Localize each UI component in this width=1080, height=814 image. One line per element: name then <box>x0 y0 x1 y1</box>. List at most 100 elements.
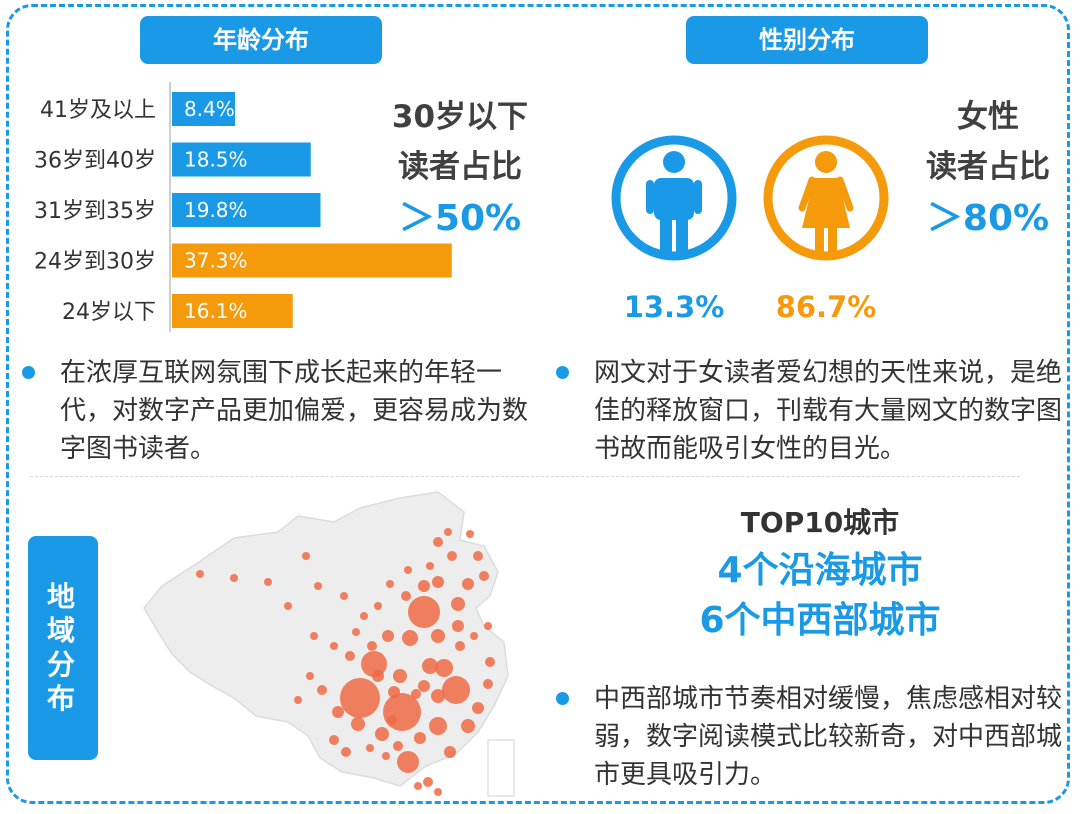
city-dot <box>302 552 310 560</box>
category-label: 24岁以下 <box>62 300 156 325</box>
map-inset <box>487 739 515 797</box>
city-dot <box>418 580 430 592</box>
category-label: 36岁到40岁 <box>34 149 156 174</box>
city-dot <box>423 777 433 787</box>
city-dot <box>431 689 445 703</box>
city-dot <box>372 670 384 682</box>
gender-callout: 女性 读者占比 ＞80% <box>912 92 1064 246</box>
city-dot <box>345 651 355 661</box>
top10-cities: TOP10城市 4个沿海城市 6个中西部城市 <box>670 500 970 646</box>
city-dot <box>317 685 327 695</box>
city-dot <box>366 744 374 752</box>
city-dot <box>479 571 489 581</box>
age-callout-line1: 30岁以下 <box>391 99 529 135</box>
city-dot <box>408 596 440 628</box>
city-dot <box>426 562 434 570</box>
section-divider <box>30 476 1020 477</box>
city-dot <box>435 659 453 677</box>
bar-value-label: 16.1% <box>184 299 248 323</box>
city-dot <box>483 679 493 689</box>
city-dot <box>382 630 394 642</box>
city-dot <box>404 566 412 574</box>
city-dot <box>433 537 443 547</box>
city-dot <box>374 602 382 610</box>
region-title-char: 域 <box>46 614 79 647</box>
city-dot <box>264 578 272 586</box>
map-landmass <box>143 491 509 787</box>
city-dot <box>382 752 390 760</box>
region-title-char: 地 <box>46 580 79 613</box>
city-dot <box>196 570 204 578</box>
city-dot <box>306 672 314 680</box>
region-note-text: 中西部城市节奏相对缓慢，焦虑感相对较弱，数字阅读模式比较新奇，对中西部城市更具吸… <box>594 684 1063 790</box>
bar-value-label: 19.8% <box>184 198 248 222</box>
city-dot <box>393 669 407 683</box>
city-dot <box>472 702 484 714</box>
age-callout-line2: 读者占比 <box>398 149 522 185</box>
city-dot <box>397 751 419 773</box>
gender-section-title: 性别分布 <box>686 16 928 64</box>
bullet-dot <box>22 366 35 379</box>
city-dot <box>284 602 292 610</box>
female-icon <box>763 135 889 261</box>
city-dot <box>429 717 447 735</box>
city-dot <box>484 622 492 630</box>
city-dot <box>485 657 495 667</box>
city-dot <box>414 732 426 744</box>
city-dot <box>444 746 456 758</box>
region-section-title: 地 域 分 布 <box>28 536 98 760</box>
city-dot <box>431 629 445 643</box>
city-dot <box>414 782 422 790</box>
category-label: 41岁及以上 <box>40 98 156 123</box>
city-dot <box>341 747 351 757</box>
city-dot <box>361 651 387 677</box>
bar-value-label: 37.3% <box>184 249 248 273</box>
city-dot <box>455 641 465 651</box>
age-bar <box>172 142 311 177</box>
city-dot <box>388 686 400 698</box>
city-dot <box>411 689 421 699</box>
gender-note-text: 网文对于女读者爱幻想的天性来说，是绝佳的释放窗口，刊载有大量网文的数字图书故而能… <box>594 358 1063 464</box>
city-dot <box>418 680 430 692</box>
city-dot <box>461 719 475 733</box>
city-dot <box>352 628 360 636</box>
age-section-title: 年龄分布 <box>140 16 382 64</box>
age-note: 在浓厚互联网氛围下成长起来的年轻一代，对数字产品更加偏爱，更容易成为数字图书读者… <box>22 354 532 468</box>
age-callout-value: ＞50% <box>398 198 522 239</box>
bar-value-label: 8.4% <box>184 97 235 121</box>
city-dot <box>447 551 457 561</box>
age-note-text: 在浓厚互联网氛围下成长起来的年轻一代，对数字产品更加偏爱，更容易成为数字图书读者… <box>60 358 529 464</box>
city-dot <box>422 658 438 674</box>
bullet-dot <box>556 692 569 705</box>
gender-callout-line2: 读者占比 <box>926 149 1050 185</box>
gender-note: 网文对于女读者爱幻想的天性来说，是绝佳的释放窗口，刊载有大量网文的数字图书故而能… <box>556 354 1066 468</box>
age-bar-chart: 8.4% 41岁及以上 18.5% 36岁到40岁 19.8% 31岁到35岁 37.3% 2… <box>34 82 452 332</box>
city-dot <box>386 580 394 588</box>
region-title-char: 分 <box>46 648 79 681</box>
city-dot <box>462 578 474 590</box>
city-dot <box>432 576 444 588</box>
city-dot <box>442 676 470 704</box>
city-dot <box>387 715 397 725</box>
city-dot <box>466 530 474 538</box>
bar-value-label: 18.5% <box>184 148 248 172</box>
female-percentage: 86.7% <box>775 290 877 324</box>
age-bar <box>172 243 452 278</box>
bullet-dot <box>556 366 569 379</box>
city-dot <box>351 717 365 731</box>
city-dot <box>393 741 403 751</box>
dashed-frame <box>6 4 1070 804</box>
city-dot <box>444 528 452 536</box>
city-dot <box>230 574 238 582</box>
city-dot <box>451 597 465 611</box>
top10-coastal: 4个沿海城市 <box>717 550 923 591</box>
gender-callout-value: ＞80% <box>926 198 1050 239</box>
male-icon <box>611 135 737 261</box>
age-bar <box>172 294 293 328</box>
male-percentage: 13.3% <box>623 290 725 324</box>
china-city-map <box>143 491 515 797</box>
age-callout: 30岁以下 读者占比 ＞50% <box>380 92 540 246</box>
city-dot <box>332 706 344 718</box>
city-dot <box>375 727 389 741</box>
top10-heading: TOP10城市 <box>740 506 900 539</box>
